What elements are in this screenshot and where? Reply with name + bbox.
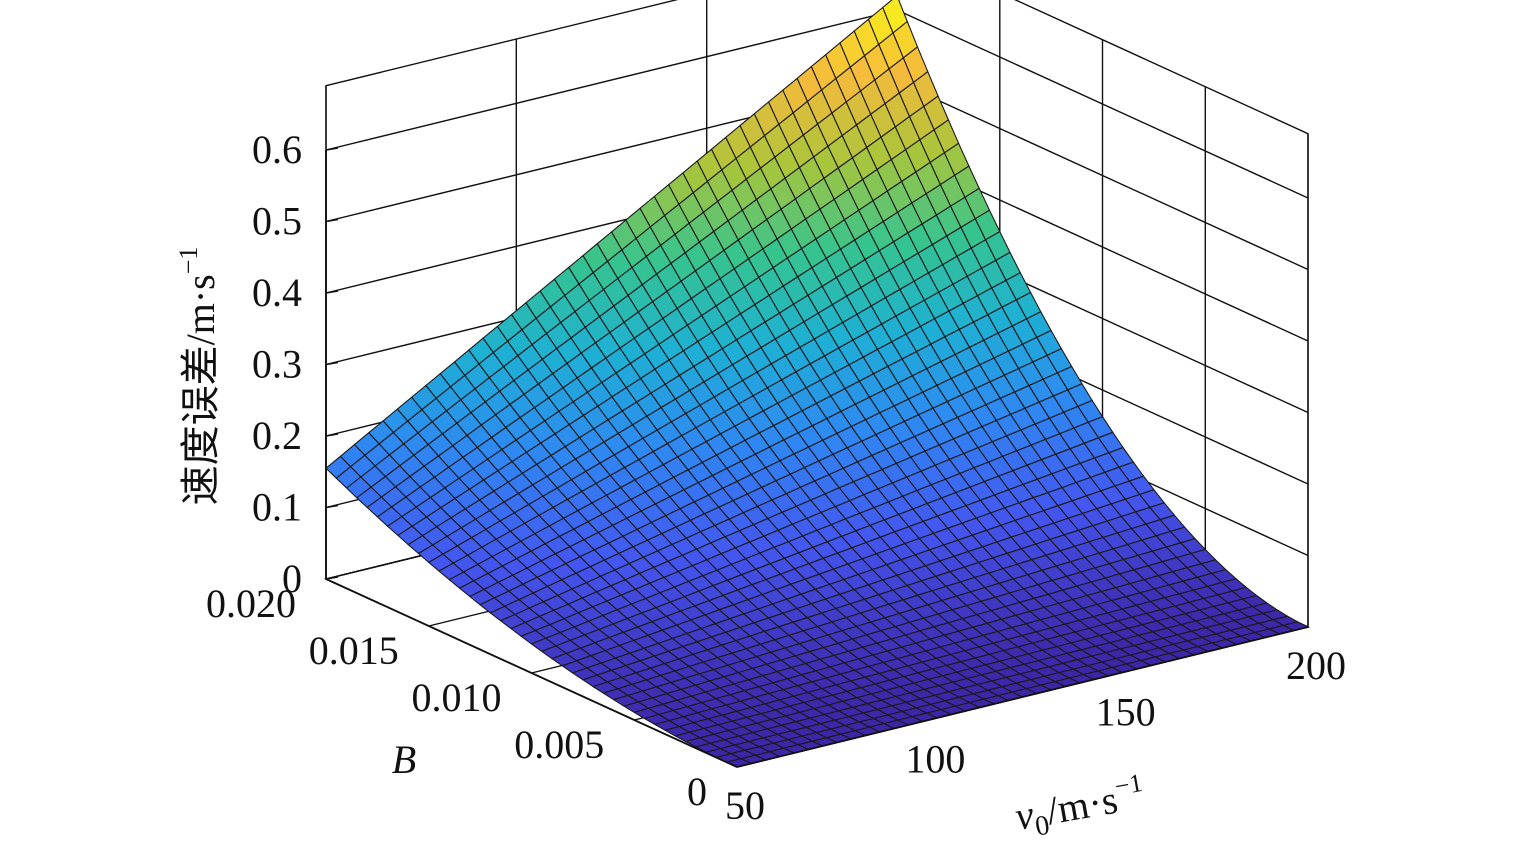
z-tick-mark-2 — [325, 433, 339, 437]
z-tick-mark-4 — [325, 290, 339, 294]
y-tick-label-4: 0.020 — [206, 581, 296, 626]
x-axis-label-superscript: −1 — [1112, 768, 1144, 801]
z-tick-label-4: 0.4 — [252, 270, 302, 315]
x-tick-label-0: 50 — [725, 783, 765, 828]
z-tick-label-0: 0 — [282, 556, 302, 601]
z-axis-label: 速度误差/m·s−1 — [174, 247, 223, 506]
z-tick-label-2: 0.2 — [252, 413, 302, 458]
z-tick-label-3: 0.3 — [252, 342, 302, 387]
z-tick-mark-3 — [325, 361, 339, 366]
z-tick-mark-1 — [325, 504, 339, 509]
axes-layer — [325, 147, 1309, 768]
z-tick-mark-6 — [325, 147, 339, 151]
y-tick-label-1: 0.005 — [514, 722, 604, 767]
y-tick-label-0: 0 — [687, 769, 707, 814]
y-axis-label: B — [392, 737, 416, 782]
tick-labels: 0 0.1 0.2 0.3 0.4 0.5 0.6 0 0.005 0.010 0.015 0.020… — [206, 127, 1346, 828]
surface-layer — [325, 0, 1309, 768]
z-tick-mark-5 — [325, 218, 339, 223]
z-tick-label-6: 0.6 — [252, 127, 302, 172]
z-axis-label-superscript: −1 — [174, 247, 203, 275]
z-tick-label-1: 0.1 — [252, 485, 302, 530]
z-axis-label-text: 速度误差/m·s — [178, 274, 223, 505]
y-tick-label-2: 0.010 — [412, 675, 502, 720]
z-tick-label-5: 0.5 — [252, 199, 302, 244]
x-tick-label-3: 200 — [1286, 643, 1346, 688]
x-axis-label: v0/m·s−1 — [1011, 768, 1149, 846]
y-axis-line — [325, 578, 738, 768]
x-axis-label-subscript: 0 — [1033, 810, 1052, 843]
x-axis-label-unit: /m·s — [1043, 777, 1121, 834]
z-tick-mark-0 — [325, 576, 339, 580]
x-tick-label-1: 100 — [905, 736, 965, 781]
x-tick-label-2: 150 — [1096, 690, 1156, 735]
y-tick-label-3: 0.015 — [309, 628, 399, 673]
x-axis-line — [736, 626, 1309, 768]
